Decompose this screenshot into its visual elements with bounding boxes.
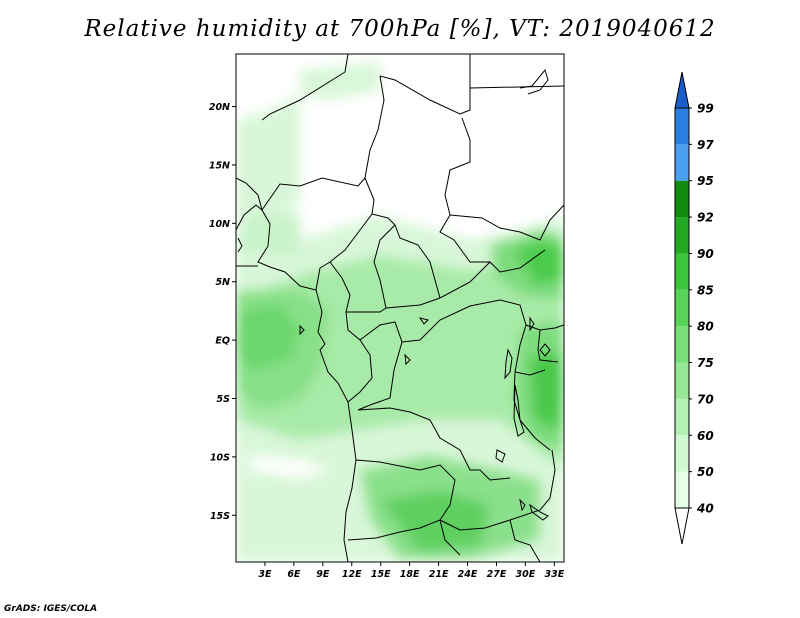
colorbar-band [675,180,689,218]
colorbar-band [675,217,689,254]
colorbar-label: 75 [697,356,714,370]
colorbar-lower-triangle [674,507,690,545]
colorbar-label: 95 [697,174,714,188]
colorbar-label: 85 [697,283,714,297]
lat-tick-label: 5N [215,277,230,288]
lat-tick-label: 10S [210,452,230,463]
lon-tick-label: 9E [316,569,330,580]
lon-tick-label: 12E [342,569,362,580]
colorbar-label: 80 [697,320,714,334]
chart-title: Relative humidity at 700hPa [%], VT: 201… [84,16,716,42]
colorbar-band [675,398,689,436]
colorbar-label: 99 [697,102,714,116]
lon-tick-label: 30E [516,569,536,580]
colorbar-band [675,108,689,145]
colorbar-band [675,471,689,508]
lon-tick-label: 18E [400,569,420,580]
lon-tick-label: 24E [458,569,478,580]
colorbar-label: 50 [697,465,714,479]
colorbar-band [675,253,689,290]
colorbar: 40 50 60 70 75 80 85 90 92 95 97 99 [674,71,714,545]
colorbar-band [675,435,689,472]
colorbar-upper-triangle [674,71,690,109]
lon-tick-label: 27E [487,569,507,580]
lat-tick-label: 10N [209,219,230,230]
grads-credit: GrADS: IGES/COLA [4,604,98,614]
colorbar-outline [674,107,690,509]
lon-tick-label: 6E [287,569,301,580]
colorbar-label: 90 [697,247,714,261]
colorbar-label: 70 [697,392,714,406]
lat-tick-label: EQ [215,336,230,347]
colorbar-label: 92 [697,211,714,225]
lon-tick-label: 3E [258,569,272,580]
lon-tick-label: 33E [544,569,564,580]
longitude-axis: 3E 6E 9E 12E 15E 18E 21E 24E 27E 30E 33E [258,562,565,580]
colorbar-label: 60 [697,429,714,443]
latitude-axis: 20N 15N 10N 5N EQ 5S 10S 15S [209,102,236,522]
humidity-field [236,54,564,562]
lat-tick-label: 20N [209,102,230,113]
colorbar-band [675,289,689,327]
lon-tick-label: 21E [429,569,449,580]
map-frame [235,53,565,563]
colorbar-label: 40 [696,502,714,516]
lat-tick-label: 5S [217,394,231,405]
colorbar-label: 97 [697,138,714,152]
country-borders [236,54,564,562]
colorbar-band [675,326,689,363]
colorbar-band [675,144,689,181]
lat-tick-label: 15N [209,160,230,171]
lat-tick-label: 15S [210,511,230,522]
lon-tick-label: 15E [371,569,391,580]
colorbar-band [675,362,689,399]
